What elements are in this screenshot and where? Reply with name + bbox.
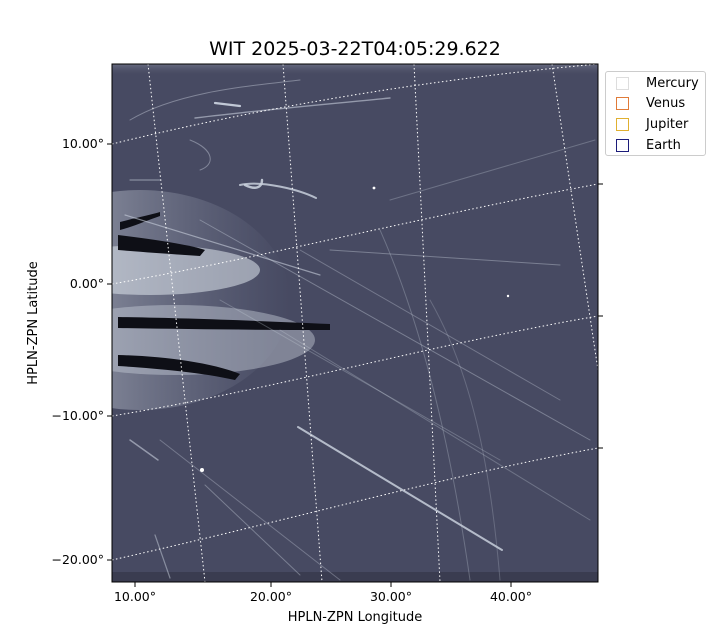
wit-image	[112, 64, 598, 582]
legend-label: Venus	[646, 95, 686, 111]
x-tick-label: 40.00°	[490, 589, 532, 604]
coordinate-grid	[112, 64, 598, 582]
legend-swatch	[616, 117, 629, 131]
legend-label: Earth	[646, 137, 681, 153]
figure-title: WIT 2025-03-22T04:05:29.622	[209, 38, 501, 60]
x-axis-label: HPLN-ZPN Longitude	[288, 610, 423, 625]
legend-item-mercury: Mercury	[616, 73, 699, 93]
y-tick-label: −20.00°	[51, 552, 104, 567]
x-tick-label: 30.00°	[370, 589, 412, 604]
legend-label: Mercury	[646, 75, 699, 91]
y-axis-label: HPLN-ZPN Latitude	[26, 261, 41, 384]
y-tick-label: 10.00°	[62, 136, 104, 151]
legend-label: Jupiter	[646, 116, 689, 132]
x-tick-label: 10.00°	[114, 589, 156, 604]
y-tick-label: 0.00°	[70, 276, 104, 291]
legend-item-jupiter: Jupiter	[616, 114, 688, 134]
legend-item-earth: Earth	[616, 135, 681, 155]
x-tick-label: 20.00°	[250, 589, 292, 604]
y-tick-label: −10.00°	[51, 408, 104, 423]
legend-swatch	[616, 138, 629, 152]
legend: Mercury Venus Jupiter Earth	[605, 71, 706, 156]
legend-swatch	[616, 76, 629, 90]
legend-swatch	[616, 96, 629, 110]
legend-item-venus: Venus	[616, 93, 685, 113]
